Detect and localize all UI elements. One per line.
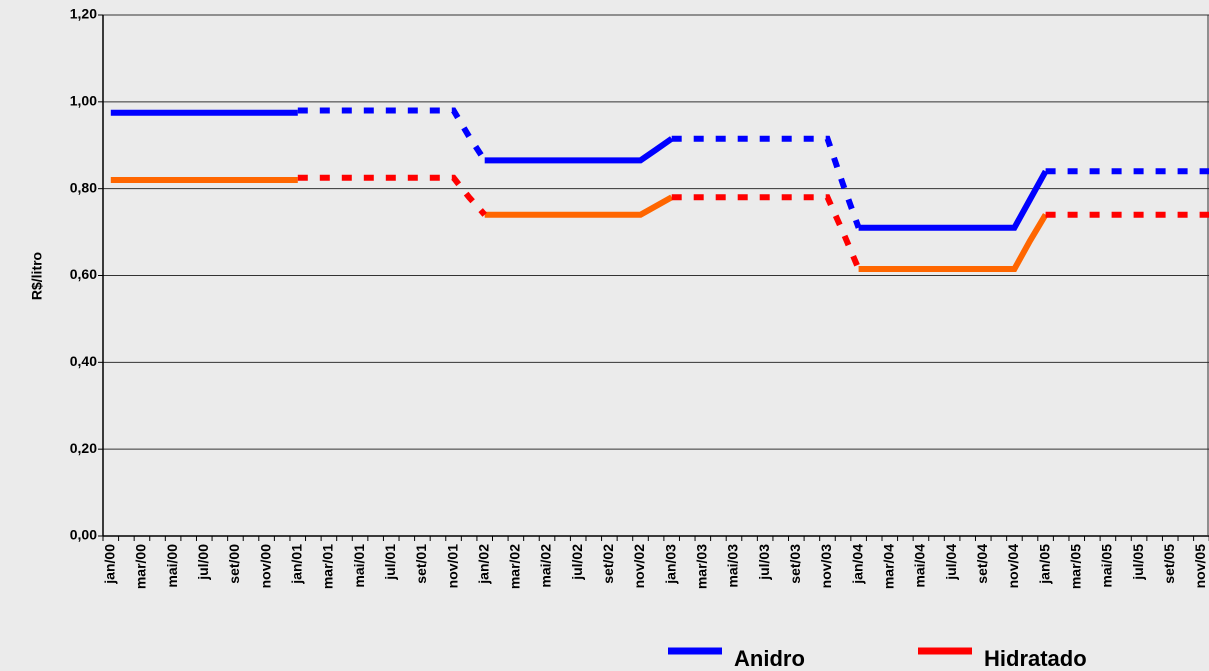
y-tick-label: 1,20	[70, 6, 97, 22]
x-tick-label: nov/01	[444, 544, 460, 589]
x-tick-label: mai/02	[538, 544, 554, 588]
x-tick-label: mar/04	[880, 544, 896, 589]
y-tick-label: 1,00	[70, 93, 97, 109]
x-tick-label: jan/05	[1036, 544, 1052, 585]
x-tick-label: set/01	[413, 544, 429, 584]
x-tick-label: mai/00	[164, 544, 180, 588]
x-tick-label: mar/00	[133, 544, 149, 589]
x-tick-label: mai/03	[725, 544, 741, 588]
x-tick-label: nov/00	[257, 544, 273, 589]
legend-label: Hidratado	[984, 646, 1087, 671]
x-tick-label: jan/01	[288, 544, 304, 585]
x-tick-label: jul/02	[569, 544, 585, 581]
x-tick-label: mar/05	[1067, 544, 1083, 589]
legend-label: Anidro	[734, 646, 805, 671]
x-tick-label: jan/00	[101, 544, 117, 585]
x-tick-label: mai/05	[1099, 544, 1115, 588]
y-tick-label: 0,20	[70, 440, 97, 456]
series-line	[297, 174, 1209, 271]
x-tick-label: set/03	[787, 544, 803, 584]
series-line	[110, 177, 1049, 272]
x-tick-label: jul/05	[1130, 544, 1146, 581]
x-tick-label: nov/05	[1192, 544, 1208, 589]
x-tick-label: set/05	[1161, 544, 1177, 584]
x-tick-label: jul/03	[756, 544, 772, 581]
x-tick-label: mar/03	[694, 544, 710, 589]
x-tick-label: mai/04	[912, 544, 928, 588]
series-line	[110, 109, 1049, 231]
y-tick-label: 0,60	[70, 266, 97, 282]
x-tick-label: jan/04	[849, 544, 865, 585]
y-axis-label: R$/litro	[29, 252, 45, 300]
x-tick-label: jan/03	[662, 544, 678, 585]
x-tick-label: mai/01	[351, 544, 367, 588]
y-tick-label: 0,00	[70, 527, 97, 543]
x-tick-label: jan/02	[475, 544, 491, 585]
x-tick-label: jul/00	[195, 544, 211, 581]
x-tick-label: nov/02	[631, 544, 647, 589]
x-tick-label: set/02	[600, 544, 616, 584]
x-tick-label: nov/03	[818, 544, 834, 589]
x-tick-label: mar/01	[320, 544, 336, 589]
x-tick-label: set/00	[226, 544, 242, 584]
x-tick-label: mar/02	[507, 544, 523, 589]
x-tick-label: nov/04	[1005, 544, 1021, 589]
series-line	[297, 107, 1209, 229]
x-tick-label: jul/04	[943, 544, 959, 581]
x-tick-label: jul/01	[382, 544, 398, 581]
y-tick-label: 0,40	[70, 353, 97, 369]
y-tick-label: 0,80	[70, 179, 97, 195]
x-tick-label: set/04	[974, 544, 990, 584]
